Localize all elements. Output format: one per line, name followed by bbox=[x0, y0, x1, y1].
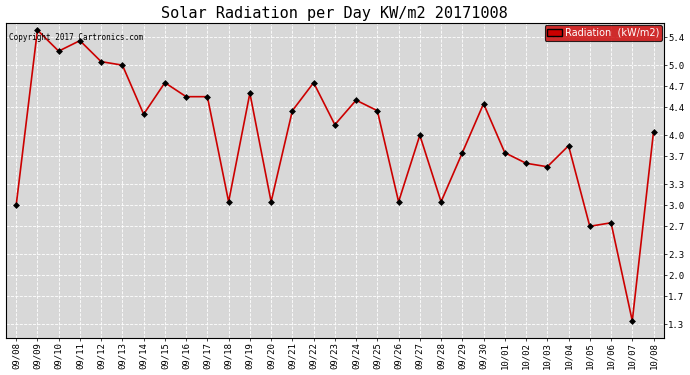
Text: Copyright 2017 Cartronics.com: Copyright 2017 Cartronics.com bbox=[9, 33, 143, 42]
Legend: Radiation  (kW/m2): Radiation (kW/m2) bbox=[544, 25, 662, 41]
Title: Solar Radiation per Day KW/m2 20171008: Solar Radiation per Day KW/m2 20171008 bbox=[161, 6, 509, 21]
